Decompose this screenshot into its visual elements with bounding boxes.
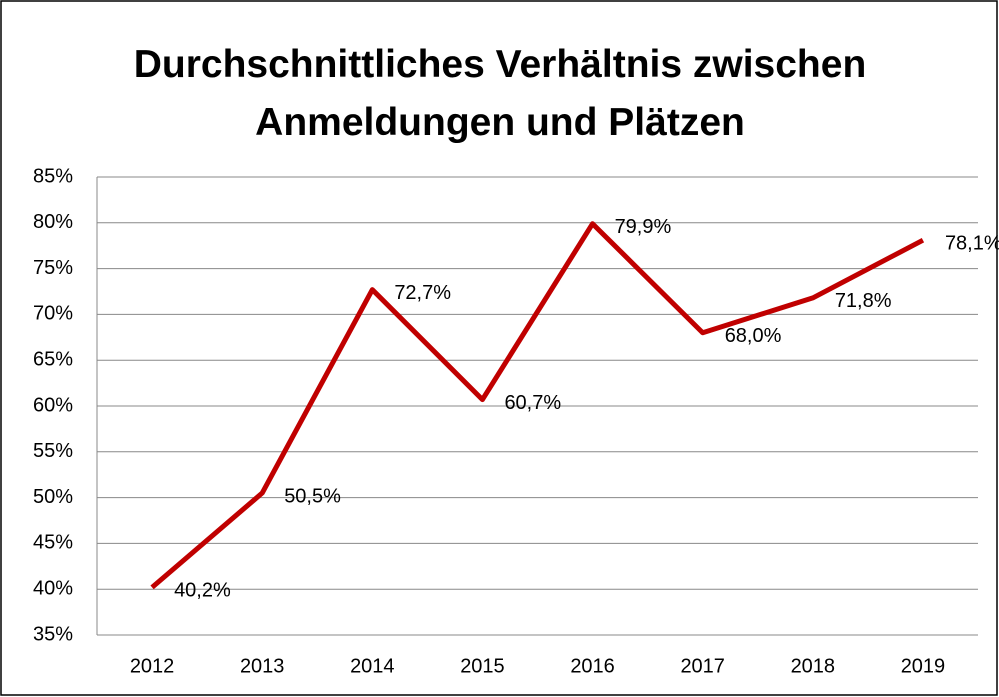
y-tick-label: 35% <box>33 623 73 645</box>
chart-title: Durchschnittliches Verhältnis zwischen A… <box>133 43 867 144</box>
y-tick-label: 45% <box>33 532 73 554</box>
data-label: 50,5% <box>284 485 341 507</box>
y-tick-label: 75% <box>33 257 73 279</box>
x-tick-label: 2018 <box>791 655 836 677</box>
y-tick-label: 85% <box>33 165 73 187</box>
x-tick-label: 2015 <box>460 655 505 677</box>
data-label: 71,8% <box>835 290 892 312</box>
data-label: 68,0% <box>725 325 782 347</box>
y-tick-label: 65% <box>33 348 73 370</box>
data-label: 78,1% <box>945 232 999 254</box>
x-tick-label: 2014 <box>350 655 395 677</box>
x-tick-label: 2016 <box>570 655 615 677</box>
y-tick-label: 70% <box>33 303 73 325</box>
x-tick-label: 2019 <box>901 655 946 677</box>
y-tick-label: 40% <box>33 577 73 599</box>
y-tick-label: 50% <box>33 486 73 508</box>
data-label: 72,7% <box>394 282 451 304</box>
line-series <box>150 221 925 590</box>
x-tick-label: 2017 <box>680 655 725 677</box>
data-label: 79,9% <box>615 216 672 238</box>
x-tick-label: 2013 <box>240 655 285 677</box>
y-tick-label: 60% <box>33 394 73 416</box>
y-tick-label: 80% <box>33 211 73 233</box>
x-tick-label: 2012 <box>130 655 175 677</box>
y-tick-label: 55% <box>33 440 73 462</box>
data-label: 60,7% <box>504 392 561 414</box>
data-label: 40,2% <box>174 580 231 602</box>
